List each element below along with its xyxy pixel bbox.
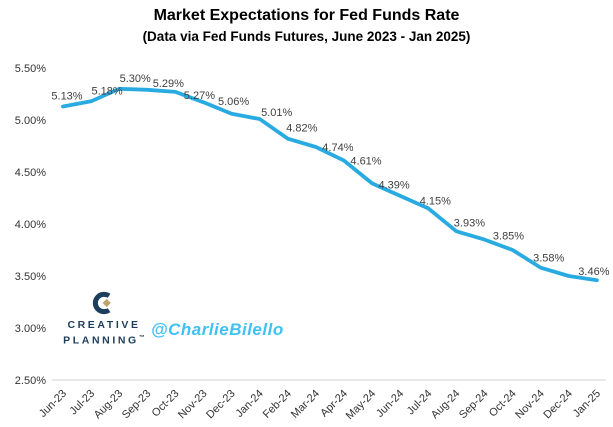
x-tick-label: Feb-24: [261, 388, 294, 421]
twitter-handle: @CharlieBilello: [151, 320, 284, 339]
creative-planning-logo: CREATIVE PLANNING™: [62, 290, 146, 348]
x-tick-label: Mar-24: [289, 388, 322, 421]
y-tick-label: 5.50%: [15, 63, 46, 75]
x-tick-label: Sep-23: [120, 388, 154, 422]
chart-subtitle: (Data via Fed Funds Futures, June 2023 -…: [142, 29, 471, 44]
x-tick-label: Nov-24: [513, 388, 547, 422]
logo-diamond-shape: [100, 296, 113, 310]
data-point-label: 3.46%: [578, 266, 609, 278]
data-point-label: 4.74%: [322, 142, 353, 154]
logo-word-creative: CREATIVE: [67, 319, 141, 331]
x-tick-label: Jun-23: [37, 388, 69, 420]
data-point-label: 3.58%: [533, 253, 564, 265]
x-tick-label: Jan-25: [571, 388, 603, 420]
data-point-label: 5.30%: [120, 73, 151, 85]
data-point-label: 4.39%: [378, 179, 409, 191]
data-point-label: 3.85%: [493, 231, 524, 243]
data-point-label: 4.82%: [286, 123, 317, 135]
logo-c-shape: [92, 291, 111, 315]
x-tick-label: Aug-24: [429, 388, 463, 422]
y-tick-label: 5.00%: [15, 115, 46, 127]
data-point-label: 4.61%: [350, 156, 381, 168]
x-tick-label: Aug-23: [92, 388, 126, 422]
x-tick-label: Jan-24: [234, 388, 266, 420]
data-point-label: 3.93%: [454, 217, 485, 229]
data-point-label: 5.13%: [51, 90, 82, 102]
x-tick-label: Dec-23: [204, 388, 238, 422]
data-point-label: 4.15%: [420, 195, 451, 207]
fed-funds-expectation-line: [61, 86, 599, 283]
chart-title: Market Expectations for Fed Funds Rate: [153, 7, 460, 24]
y-tick-label: 2.50%: [15, 375, 46, 387]
data-point-label: 5.01%: [261, 107, 292, 119]
creative-planning-c-icon: [92, 291, 113, 315]
x-tick-label: Dec-24: [541, 388, 575, 422]
y-tick-label: 3.50%: [15, 271, 46, 283]
data-point-label: 5.06%: [218, 96, 249, 108]
y-tick-label: 4.50%: [15, 167, 46, 179]
data-point-label: 5.29%: [153, 78, 184, 90]
logo-text-creative: CREATIVE: [62, 319, 146, 332]
y-tick-label: 3.00%: [15, 323, 46, 335]
x-tick-label: Nov-23: [176, 388, 210, 422]
x-tick-label: May-24: [344, 388, 378, 422]
logo-word-planning: PLANNING: [63, 334, 139, 347]
trademark-symbol: ™: [138, 335, 145, 341]
x-tick-label: Jun-24: [374, 388, 406, 420]
x-tick-label: Sep-24: [457, 388, 491, 422]
data-point-label: 5.18%: [91, 85, 122, 97]
logo-text-planning: PLANNING™: [62, 332, 146, 348]
data-point-label: 5.27%: [184, 90, 215, 102]
y-tick-label: 4.00%: [15, 219, 46, 231]
